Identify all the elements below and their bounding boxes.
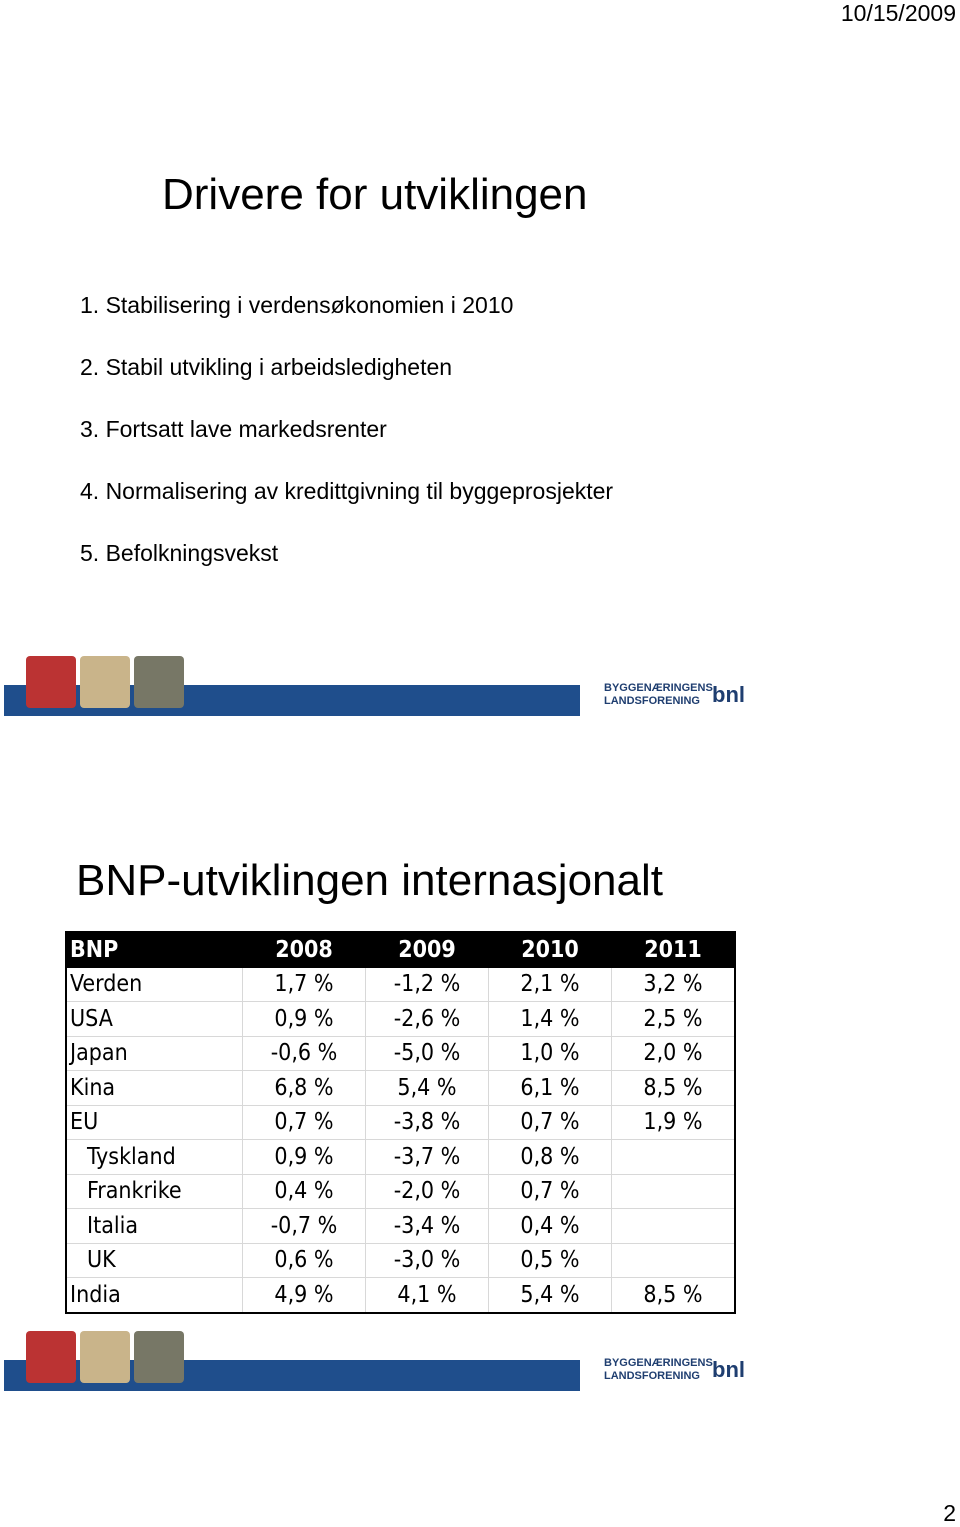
cell: 6,8 % bbox=[242, 1070, 366, 1106]
cell: -3,8 % bbox=[365, 1104, 489, 1140]
cell: 1,7 % bbox=[242, 966, 366, 1002]
table-row: EU 0,7 % -3,8 % 0,7 % 1,9 % bbox=[65, 1104, 736, 1140]
cell: 8,5 % bbox=[611, 1070, 736, 1106]
cell: 0,9 % bbox=[242, 1001, 366, 1037]
table-row: India 4,9 % 4,1 % 5,4 % 8,5 % bbox=[65, 1277, 736, 1313]
logo: bnl bbox=[712, 682, 745, 707]
cell: 0,7 % bbox=[242, 1104, 366, 1140]
table-row: Kina 6,8 % 5,4 % 6,1 % 8,5 % bbox=[65, 1070, 736, 1106]
table-row: Italia -0,7 % -3,4 % 0,4 % bbox=[65, 1208, 736, 1244]
cell: 0,7 % bbox=[488, 1104, 612, 1140]
row-label: Italia bbox=[65, 1208, 243, 1244]
cell: 2008 bbox=[242, 931, 366, 968]
table-row: Frankrike 0,4 % -2,0 % 0,7 % bbox=[65, 1173, 736, 1209]
row-label: Verden bbox=[65, 966, 243, 1002]
row-label: India bbox=[65, 1277, 243, 1313]
cell: 8,5 % bbox=[611, 1277, 736, 1313]
slide-title: Drivere for utviklingen bbox=[162, 170, 588, 219]
cell: 2010 bbox=[488, 931, 612, 968]
cell: 4,9 % bbox=[242, 1277, 366, 1313]
list-item: 5. Befolkningsvekst bbox=[80, 540, 279, 566]
org-line: BYGGENÆRINGENS bbox=[604, 682, 713, 694]
cell: 0,4 % bbox=[242, 1173, 366, 1209]
table-row: Tyskland 0,9 % -3,7 % 0,8 % bbox=[65, 1139, 736, 1175]
cell: 1,4 % bbox=[488, 1001, 612, 1037]
cell: 4,1 % bbox=[365, 1277, 489, 1313]
cell: 5,4 % bbox=[365, 1070, 489, 1106]
cell: -0,7 % bbox=[242, 1208, 366, 1244]
row-label: Frankrike bbox=[65, 1173, 243, 1209]
photo bbox=[26, 1331, 76, 1383]
org-name: BYGGENÆRINGENS LANDSFORENING bbox=[604, 682, 713, 708]
cell: -2,0 % bbox=[365, 1173, 489, 1209]
cell: 5,4 % bbox=[488, 1277, 612, 1313]
cell bbox=[611, 1173, 736, 1209]
table-row: Japan -0,6 % -5,0 % 1,0 % 2,0 % bbox=[65, 1035, 736, 1071]
cell: -3,0 % bbox=[365, 1242, 489, 1278]
cell: -3,7 % bbox=[365, 1139, 489, 1175]
cell bbox=[611, 1208, 736, 1244]
row-label: Tyskland bbox=[65, 1139, 243, 1175]
org-line: BYGGENÆRINGENS bbox=[604, 1357, 713, 1369]
page-number: 2 bbox=[943, 1500, 956, 1526]
org-name: BYGGENÆRINGENS LANDSFORENING bbox=[604, 1357, 713, 1383]
cell: 1,9 % bbox=[611, 1104, 736, 1140]
slide-title: BNP-utviklingen internasjonalt bbox=[76, 856, 663, 905]
list-item: 4. Normalisering av kredittgivning til b… bbox=[80, 478, 614, 504]
cell: 0,9 % bbox=[242, 1139, 366, 1175]
logo: bnl bbox=[712, 1357, 745, 1382]
cell: 3,2 % bbox=[611, 966, 736, 1002]
photo bbox=[26, 656, 76, 708]
cell: 2,5 % bbox=[611, 1001, 736, 1037]
gdp-table: BNP 2008 2009 2010 2011 Verden 1,7 % -1,2 % 2,1 … bbox=[65, 931, 736, 1314]
date: 10/15/2009 bbox=[840, 0, 956, 26]
cell: 0,7 % bbox=[488, 1173, 612, 1209]
row-label: USA bbox=[65, 1001, 243, 1037]
row-label: EU bbox=[65, 1104, 243, 1140]
cell: -1,2 % bbox=[365, 966, 489, 1002]
cell: 2011 bbox=[611, 931, 736, 968]
cell: -3,4 % bbox=[365, 1208, 489, 1244]
table-row: USA 0,9 % -2,6 % 1,4 % 2,5 % bbox=[65, 1001, 736, 1037]
cell bbox=[611, 1242, 736, 1278]
cell: -0,6 % bbox=[242, 1035, 366, 1071]
photo bbox=[80, 1331, 130, 1383]
cell: 0,6 % bbox=[242, 1242, 366, 1278]
cell: 2,0 % bbox=[611, 1035, 736, 1071]
table-row: UK 0,6 % -3,0 % 0,5 % bbox=[65, 1242, 736, 1278]
cell: 0,5 % bbox=[488, 1242, 612, 1278]
org-line: LANDSFORENING bbox=[604, 695, 700, 707]
cell: 0,4 % bbox=[488, 1208, 612, 1244]
banner: BYGGENÆRINGENS LANDSFORENING bnl bbox=[4, 1327, 780, 1391]
row-label: UK bbox=[65, 1242, 243, 1278]
list-item: 2. Stabil utvikling i arbeidsledigheten bbox=[80, 354, 453, 380]
photo bbox=[134, 656, 184, 708]
list-item: 1. Stabilisering i verdensøkonomien i 20… bbox=[80, 292, 514, 318]
table-row: Verden 1,7 % -1,2 % 2,1 % 3,2 % bbox=[65, 966, 736, 1002]
cell bbox=[611, 1139, 736, 1175]
cell: 6,1 % bbox=[488, 1070, 612, 1106]
row-label: BNP bbox=[65, 931, 243, 968]
row-label: Kina bbox=[65, 1070, 243, 1106]
cell: 2009 bbox=[365, 931, 489, 968]
list-item: 3. Fortsatt lave markedsrenter bbox=[80, 416, 387, 442]
org-line: LANDSFORENING bbox=[604, 1370, 700, 1382]
cell: 2,1 % bbox=[488, 966, 612, 1002]
cell: 1,0 % bbox=[488, 1035, 612, 1071]
table-row: BNP 2008 2009 2010 2011 bbox=[65, 931, 736, 968]
photo bbox=[134, 1331, 184, 1383]
cell: 0,8 % bbox=[488, 1139, 612, 1175]
photo bbox=[80, 656, 130, 708]
banner: BYGGENÆRINGENS LANDSFORENING bnl bbox=[4, 652, 780, 716]
cell: -5,0 % bbox=[365, 1035, 489, 1071]
row-label: Japan bbox=[65, 1035, 243, 1071]
cell: -2,6 % bbox=[365, 1001, 489, 1037]
